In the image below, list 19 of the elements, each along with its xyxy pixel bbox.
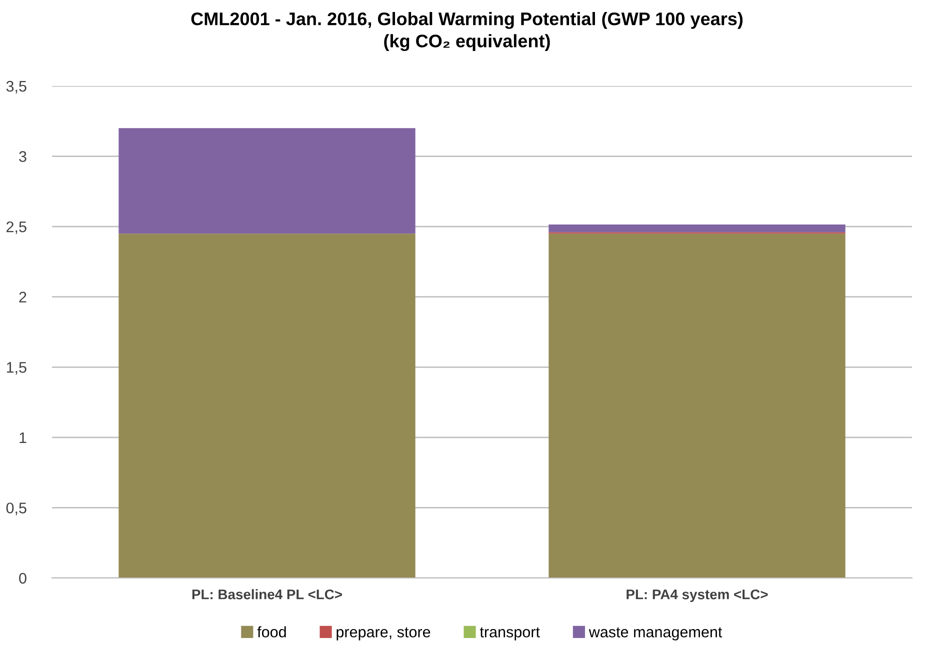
x-tick-label: PL: Baseline4 PL <LC> (192, 589, 342, 600)
legend-label: prepare, store (336, 627, 430, 640)
legend-label: food (257, 626, 286, 638)
bar (548, 224, 846, 232)
y-tick-label: 0 (19, 572, 26, 584)
chart-title: CML2001 - Jan. 2016, Global Warming Potential (GWP 100 years) (kg CO₂ equivalent) (191, 12, 743, 52)
bar (118, 128, 416, 234)
bar (548, 234, 846, 578)
y-tick-label: 1,5 (6, 362, 26, 375)
y-tick-label: 0,5 (6, 502, 26, 516)
legend-label: transport (480, 627, 540, 640)
x-tick-label: PL: PA4 system <LC> (626, 589, 768, 602)
y-tick-label: 3,5 (6, 80, 26, 94)
y-tick-label: 3 (19, 151, 26, 162)
y-tick-label: 2,5 (6, 221, 26, 234)
y-tick-label: 2 (19, 292, 26, 302)
legend-label: waste management (588, 627, 722, 640)
bar (118, 234, 416, 578)
y-tick-label: 1 (20, 432, 26, 443)
